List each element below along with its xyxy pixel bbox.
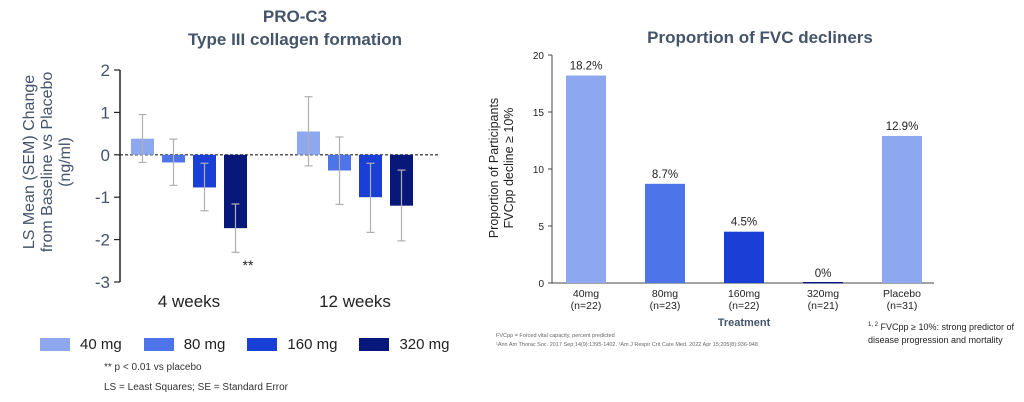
fvc-value-label-40mg: 18.2%	[570, 61, 603, 73]
legend-label-40mg: 40 mg	[80, 336, 122, 353]
bar-320-mg-4-weeks	[224, 154, 247, 229]
right-chart: Proportion of FVC decliners Proportion o…	[487, 28, 934, 329]
fvc-bar-320mg	[803, 282, 843, 284]
left-plot-area: -3 -2 -1 0 1 2 4 weeks 12 weeks	[95, 61, 440, 311]
left-y-label-line3: (ng/ml)	[57, 137, 74, 187]
right-y-tick-label: 0	[538, 279, 544, 290]
fvc-value-label-placebo: 12.9%	[886, 121, 919, 133]
left-y-tick-label: -2	[95, 231, 110, 250]
fvc-bar-placebo	[882, 135, 922, 283]
right-y-label-line1: Proportion of Participants	[487, 98, 501, 238]
legend-swatch-160mg	[247, 338, 278, 351]
legend-swatch-40mg	[40, 338, 70, 351]
right-y-tick-label: 20	[533, 51, 545, 62]
footnote-ls-se: LS = Least Squares; SE = Standard Error	[104, 382, 288, 393]
fvc-category-label-80mg: 80mg	[652, 288, 678, 300]
legend-item-40mg: 40 mg	[40, 336, 122, 353]
fvc-category-n-80mg: (n=23)	[650, 300, 681, 312]
criteria-line2: disease progression and mortality	[868, 335, 1003, 345]
fvc-category-n-placebo: (n=31)	[887, 300, 918, 312]
fvc-criteria-note: 1, 2 FVCpp ≥ 10%: strong predictor of di…	[868, 319, 1018, 347]
left-chart-legend: 40 mg 80 mg 160 mg 320 mg	[40, 336, 450, 353]
fvc-category-n-320mg: (n=21)	[808, 300, 839, 312]
legend-swatch-320mg	[359, 338, 390, 351]
right-y-tick-label: 10	[533, 165, 545, 176]
right-y-tick-label: 15	[533, 108, 545, 119]
fvc-category-label-placebo: Placebo	[883, 288, 921, 300]
left-chart-title-line2: Type III collagen formation	[188, 30, 402, 49]
fvc-value-label-320mg: 0%	[815, 268, 832, 280]
fvc-value-label-160mg: 4.5%	[731, 217, 757, 229]
right-plot-area: 0510152018.2%40mg(n=22)8.7%80mg(n=23)4.5…	[533, 51, 934, 312]
left-y-tick-label: 2	[101, 61, 110, 80]
fvc-value-label-80mg: 8.7%	[652, 169, 678, 181]
fvc-bar-160mg	[724, 231, 764, 283]
left-chart-title-line1: PRO-C3	[263, 7, 327, 26]
fvc-bar-80mg	[645, 183, 685, 283]
fvc-category-label-160mg: 160mg	[728, 288, 760, 300]
fvc-category-n-40mg: (n=22)	[571, 300, 602, 312]
footnote-significance: ** p < 0.01 vs placebo	[104, 362, 202, 373]
right-chart-title: Proportion of FVC decliners	[647, 28, 873, 47]
legend-label-320mg: 320 mg	[399, 336, 450, 353]
legend-label-160mg: 160 mg	[287, 336, 338, 353]
right-y-label-line2: FVCpp decline ≥ 10%	[502, 108, 516, 229]
legend-label-80mg: 80 mg	[183, 336, 226, 353]
fvc-category-n-160mg: (n=22)	[729, 300, 760, 312]
footnote-fvcpp: FVCpp = Forced vital capacity, percent p…	[496, 333, 615, 339]
x-category-label-4-weeks: 4 weeks	[158, 292, 220, 311]
criteria-line1: FVCpp ≥ 10%: strong predictor of	[880, 322, 1015, 332]
criteria-superscript: 1, 2	[868, 322, 879, 328]
fvc-bar-40mg	[566, 75, 606, 284]
left-y-tick-label: -3	[95, 273, 110, 292]
fvc-category-label-320mg: 320mg	[807, 288, 839, 300]
left-y-tick-label: -1	[95, 188, 110, 207]
x-category-label-12-weeks: 12 weeks	[319, 292, 391, 311]
legend-item-320mg: 320 mg	[359, 336, 450, 353]
legend-swatch-80mg	[143, 338, 174, 351]
left-y-tick-label: 0	[101, 146, 110, 165]
left-y-label-line2: from Baseline vs Placebo	[39, 72, 56, 253]
right-x-label: Treatment	[718, 317, 771, 329]
left-chart: PRO-C3 Type III collagen formation LS Me…	[21, 7, 440, 311]
left-y-tick-label: 1	[101, 103, 110, 122]
legend-item-80mg: 80 mg	[143, 336, 226, 353]
right-y-tick-label: 5	[538, 222, 544, 233]
fvc-category-label-40mg: 40mg	[573, 288, 599, 300]
left-y-label-line1: LS Mean (SEM) Change	[21, 75, 38, 249]
legend-item-160mg: 160 mg	[247, 336, 337, 353]
significance-marker: **	[243, 257, 254, 273]
footnote-references: ¹Ann Am Thorac Soc. 2017 Sep;14(9):1395-…	[496, 342, 758, 348]
